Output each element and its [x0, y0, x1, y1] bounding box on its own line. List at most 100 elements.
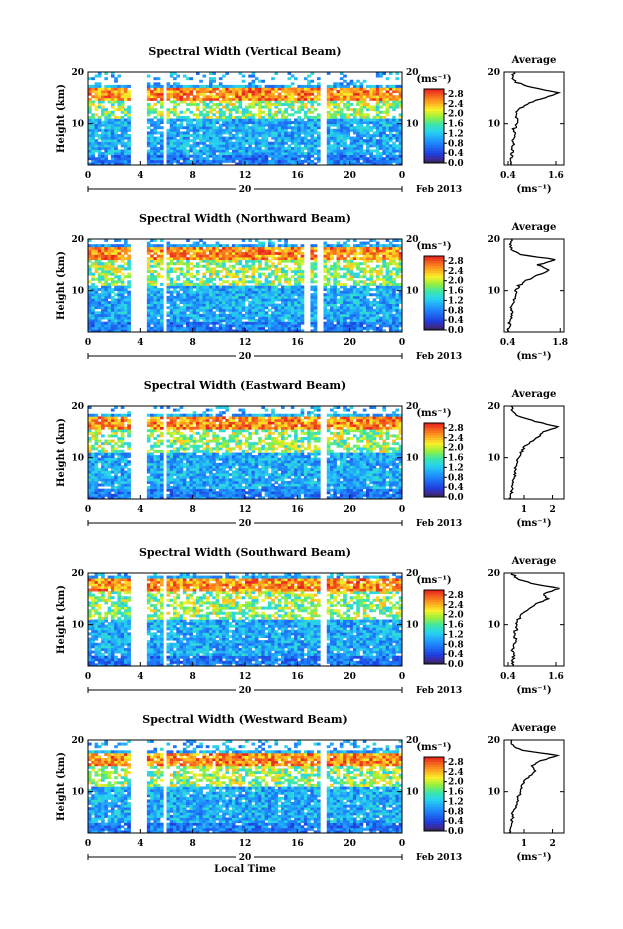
heatmap-cell: [91, 123, 95, 127]
heatmap-cell: [127, 267, 131, 271]
heatmap-cell: [97, 90, 102, 94]
heatmap-cell: [91, 154, 95, 158]
heatmap-cell: [209, 290, 213, 294]
heatmap-cell: [205, 152, 210, 156]
heatmap-cell: [284, 290, 288, 294]
heatmap-cell: [225, 103, 230, 106]
heatmap-cell: [385, 257, 390, 261]
heatmap-cell: [254, 139, 259, 143]
heatmap-cell: [209, 108, 213, 112]
heatmap-cell: [379, 285, 383, 289]
heatmap-cell: [251, 285, 256, 289]
heatmap-cell: [166, 251, 171, 255]
heatmap-cell: [241, 293, 246, 297]
heatmap-cell: [176, 329, 180, 333]
heatmap-cell: [123, 316, 128, 320]
heatmap-cell: [284, 306, 288, 310]
heatmap-cell: [228, 246, 233, 250]
heatmap-cell: [372, 105, 377, 109]
heatmap-cell: [120, 134, 125, 137]
heatmap-cell: [372, 316, 377, 320]
heatmap-cell: [205, 316, 210, 320]
heatmap-cell: [251, 97, 256, 101]
heatmap-cell: [362, 303, 367, 307]
heatmap-cell: [176, 313, 180, 317]
heatmap-cell: [202, 105, 207, 109]
heatmap-cell: [199, 149, 203, 153]
heatmap-cell: [375, 118, 380, 122]
heatmap-cell: [241, 87, 246, 91]
heatmap-cell: [277, 118, 282, 122]
heatmap-cell: [241, 246, 246, 250]
heatmap-cell: [359, 126, 364, 130]
heatmap-cell: [146, 285, 151, 289]
heatmap-cell: [120, 316, 125, 320]
heatmap-cell: [218, 159, 223, 163]
heatmap-cell: [297, 108, 301, 112]
heatmap-cell: [107, 288, 112, 292]
heatmap-cell: [339, 84, 344, 88]
heatmap-cell: [245, 244, 249, 248]
heatmap-cell: [199, 280, 203, 284]
heatmap-cell: [316, 87, 321, 91]
heatmap-cell: [261, 308, 266, 312]
heatmap-cell: [218, 92, 223, 96]
heatmap-cell: [258, 272, 262, 276]
heatmap-cell: [127, 152, 131, 156]
heatmap-cell: [173, 306, 177, 310]
heatmap-cell: [326, 100, 331, 104]
heatmap-cell: [392, 146, 396, 150]
heatmap-cell: [150, 152, 154, 156]
heatmap-cell: [290, 131, 295, 135]
heatmap-cell: [169, 311, 174, 315]
heatmap-cell: [97, 123, 102, 127]
heatmap-cell: [127, 249, 131, 253]
heatmap-cell: [238, 149, 243, 153]
heatmap: [88, 72, 403, 166]
heatmap-cell: [238, 90, 243, 94]
heatmap-cell: [169, 277, 174, 281]
heatmap-cell: [241, 324, 246, 328]
heatmap-cell: [379, 306, 383, 310]
heatmap-cell: [375, 295, 380, 299]
colorbar-tick-label: 2.0: [448, 110, 464, 120]
heatmap-cell: [195, 313, 200, 317]
heatmap-cell: [388, 159, 393, 163]
heatmap-cell: [107, 144, 112, 148]
heatmap-cell: [173, 113, 177, 117]
heatmap-cell: [212, 159, 216, 163]
heatmap-cell: [274, 97, 279, 101]
heatmap-cell: [254, 288, 259, 292]
x-tick-label: 12: [239, 171, 252, 181]
heatmap-cell: [101, 313, 105, 317]
heatmap-cell: [202, 290, 207, 294]
heatmap-cell: [372, 311, 377, 315]
heatmap-cell: [267, 264, 272, 268]
heatmap-cell: [330, 113, 334, 117]
heatmap-cell: [369, 324, 373, 328]
heatmap-cell: [261, 87, 266, 91]
heatmap-cell: [261, 326, 266, 330]
heatmap-cell: [366, 249, 370, 253]
heatmap-cell: [382, 259, 387, 263]
heatmap-cell: [241, 329, 246, 333]
heatmap-cell: [359, 316, 364, 320]
heatmap-cell: [326, 154, 331, 158]
heatmap-cell: [264, 316, 269, 320]
heatmap-cell: [189, 298, 194, 302]
heatmap-cell: [336, 262, 341, 266]
heatmap-cell: [375, 308, 380, 312]
heatmap-cell: [284, 159, 288, 163]
heatmap-cell: [176, 95, 180, 99]
heatmap-cell: [307, 146, 311, 150]
heatmap-cell: [202, 275, 207, 279]
heatmap-cell: [238, 262, 243, 266]
heatmap-cell: [366, 259, 370, 263]
heatmap-cell: [326, 113, 331, 117]
heatmap-cell: [333, 82, 337, 86]
heatmap-cell: [379, 324, 383, 328]
heatmap-cell: [176, 152, 180, 156]
heatmap-cell: [166, 136, 171, 140]
heatmap-cell: [264, 146, 269, 150]
colorbar-segment: [424, 121, 444, 124]
